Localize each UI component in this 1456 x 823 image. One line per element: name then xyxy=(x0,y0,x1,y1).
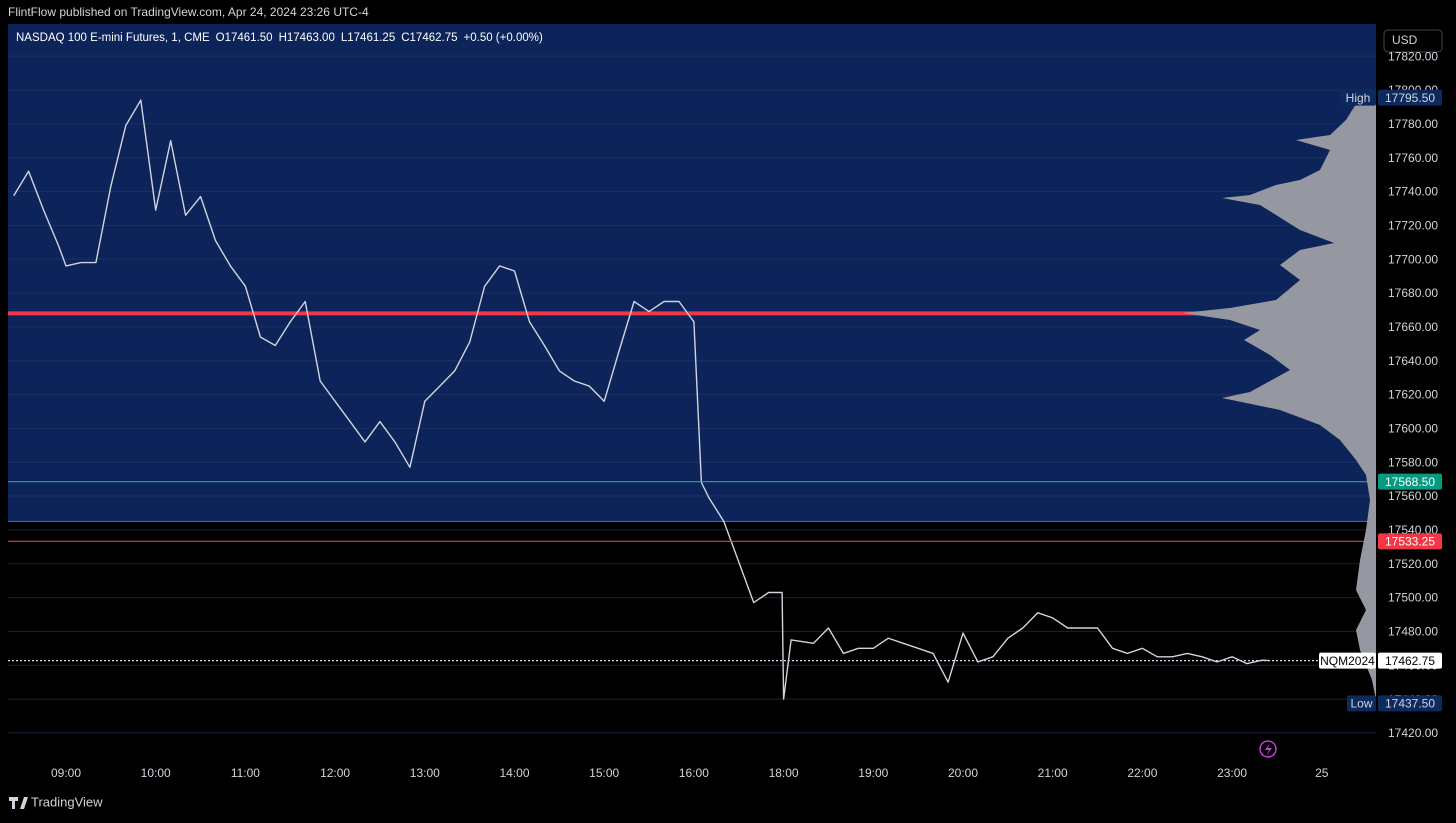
value-area xyxy=(8,24,1376,522)
brand: TradingView xyxy=(31,794,103,809)
y-tick-label: 17700.00 xyxy=(1388,252,1438,266)
plot-area xyxy=(8,24,1376,734)
y-tick-label: 17620.00 xyxy=(1388,388,1438,402)
price-name: High xyxy=(1346,91,1371,105)
price-name-box xyxy=(1347,695,1376,712)
y-tick-label: 17580.00 xyxy=(1388,455,1438,469)
alert-bolt xyxy=(1265,743,1272,756)
y-tick-label: 17760.00 xyxy=(1388,151,1438,165)
y-tick-label: 17520.00 xyxy=(1388,557,1438,571)
y-tick-label: 17640.00 xyxy=(1388,354,1438,368)
legend-open: O17461.50 xyxy=(216,32,273,44)
price-label: 17437.50 xyxy=(1385,696,1435,710)
y-tick-label: 17600.00 xyxy=(1388,422,1438,436)
y-tick-label: 17560.00 xyxy=(1388,489,1438,503)
y-tick-label: 17660.00 xyxy=(1388,320,1438,334)
price-label-box xyxy=(1378,533,1442,550)
y-tick-label: 17420.00 xyxy=(1388,726,1438,740)
legend-close: C17462.75 xyxy=(401,32,457,44)
x-tick-label: 14:00 xyxy=(499,766,529,780)
x-tick-label: 25 xyxy=(1315,766,1329,780)
y-tick-label: 17740.00 xyxy=(1388,185,1438,199)
price-name: Low xyxy=(1350,696,1372,710)
x-tick-label: 22:00 xyxy=(1127,766,1157,780)
publisher-note: FlintFlow published on TradingView.com, … xyxy=(8,5,369,19)
brand-logo xyxy=(9,797,28,809)
x-tick-label: 16:00 xyxy=(679,766,709,780)
alert-icon[interactable] xyxy=(1259,740,1277,758)
x-tick-label: 19:00 xyxy=(858,766,888,780)
price-label: 17795.50 xyxy=(1385,91,1435,105)
x-tick-label: 21:00 xyxy=(1038,766,1068,780)
y-tick-label: 17780.00 xyxy=(1388,117,1438,131)
volume-profile xyxy=(1182,100,1376,700)
y-tick-label: 17500.00 xyxy=(1388,591,1438,605)
x-tick-label: 15:00 xyxy=(589,766,619,780)
y-tick-label: 17480.00 xyxy=(1388,625,1438,639)
x-tick-label: 23:00 xyxy=(1217,766,1247,780)
currency-button[interactable] xyxy=(1383,29,1443,53)
legend-change: +0.50 (+0.00%) xyxy=(464,32,543,44)
price-name-box xyxy=(1319,652,1376,669)
legend-high: H17463.00 xyxy=(279,32,335,44)
price-line xyxy=(13,99,1270,700)
x-tick-label: 10:00 xyxy=(141,766,171,780)
x-tick-label: 11:00 xyxy=(231,766,260,780)
price-label-box xyxy=(1378,652,1442,669)
y-tick-label: 17820.00 xyxy=(1388,49,1438,63)
legend-symbol: NASDAQ 100 E-mini Futures, 1, CME xyxy=(16,32,210,44)
x-tick-label: 12:00 xyxy=(320,766,350,780)
y-tick-label: 17720.00 xyxy=(1388,219,1438,233)
price-label: 17568.50 xyxy=(1385,475,1435,489)
price-label: 17462.75 xyxy=(1385,654,1435,668)
price-name-box xyxy=(1340,89,1376,106)
price-name: NQM2024 xyxy=(1320,654,1375,668)
x-tick-label: 20:00 xyxy=(948,766,978,780)
y-tick-label: 17680.00 xyxy=(1388,286,1438,300)
legend-low: L17461.25 xyxy=(341,32,395,44)
price-label: 17533.25 xyxy=(1385,534,1435,548)
x-tick-label: 09:00 xyxy=(51,766,81,780)
x-tick-label: 18:00 xyxy=(769,766,799,780)
price-label-box xyxy=(1378,89,1442,106)
currency-label: USD xyxy=(1392,33,1418,47)
x-tick-label: 13:00 xyxy=(410,766,440,780)
price-label-box xyxy=(1378,695,1442,712)
price-label-box xyxy=(1378,473,1442,490)
